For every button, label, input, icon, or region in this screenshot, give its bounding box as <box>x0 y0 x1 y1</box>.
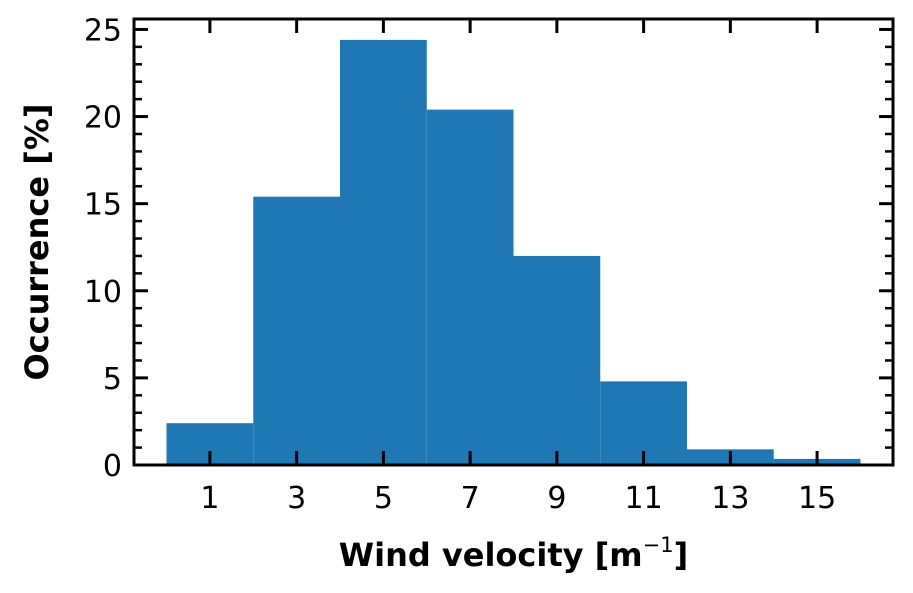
y-tick-label: 10 <box>84 275 122 310</box>
histogram-bar <box>253 196 341 465</box>
histogram-bar <box>426 109 514 465</box>
x-tick-label: 1 <box>200 481 219 516</box>
bars-group <box>166 39 861 465</box>
y-axis-label: Occurrence [%] <box>18 103 56 380</box>
x-axis-label: Wind velocity [m−1] <box>339 533 688 574</box>
x-tick-label: 7 <box>461 481 480 516</box>
histogram-bar <box>340 39 427 465</box>
y-tick-label: 20 <box>84 101 122 136</box>
x-tick-label: 5 <box>374 481 393 516</box>
x-tick-label: 9 <box>547 481 566 516</box>
y-tick-label: 0 <box>103 449 122 484</box>
y-tick-label: 15 <box>84 188 122 223</box>
histogram-bar <box>513 255 601 465</box>
plot-frame <box>132 17 895 467</box>
x-axis-label-suffix: ] <box>674 536 689 574</box>
x-tick-label: 11 <box>625 481 663 516</box>
y-tick-label: 5 <box>103 362 122 397</box>
y-tick-label: 25 <box>84 13 122 48</box>
x-tick-label: 13 <box>711 481 749 516</box>
x-tick-label: 3 <box>287 481 306 516</box>
x-tick-label: 15 <box>798 481 836 516</box>
x-axis-label-main: Wind velocity [m <box>339 536 643 574</box>
x-axis-label-superscript: −1 <box>643 533 674 557</box>
